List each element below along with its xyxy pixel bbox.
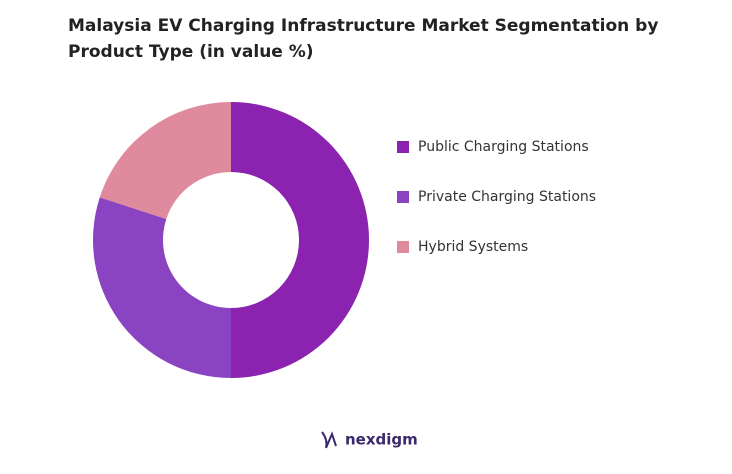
slice: [93, 197, 232, 378]
logo-text: nexdigm: [345, 431, 418, 449]
legend-swatch: [397, 241, 409, 253]
legend-swatch: [397, 191, 409, 203]
logo-icon: [321, 431, 337, 449]
legend-swatch: [397, 141, 409, 153]
slice: [99, 102, 231, 219]
legend-label: Private Charging Stations: [418, 189, 596, 205]
chart-title: Malaysia EV Charging Infrastructure Mark…: [68, 16, 659, 62]
slice: [231, 102, 369, 378]
legend-label: Public Charging Stations: [418, 139, 589, 155]
legend-label: Hybrid Systems: [418, 239, 528, 255]
